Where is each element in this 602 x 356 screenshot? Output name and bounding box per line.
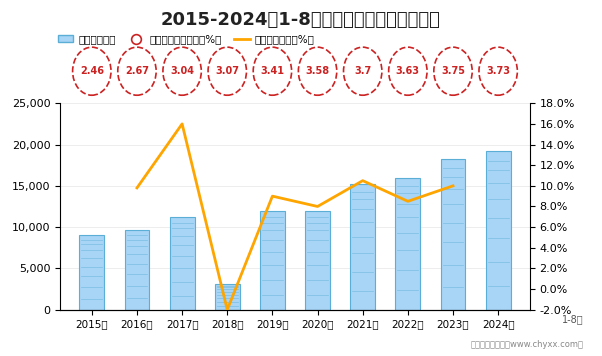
Bar — [215, 284, 240, 310]
Text: 3.41: 3.41 — [261, 66, 284, 76]
Text: 3.04: 3.04 — [170, 66, 194, 76]
Legend: 企业数（个）, 占全国企业数比重（%）, 企业同比增速（%）: 企业数（个）, 占全国企业数比重（%）, 企业同比增速（%） — [54, 30, 319, 48]
Text: 3.07: 3.07 — [216, 66, 239, 76]
Bar — [125, 230, 149, 310]
Bar — [305, 211, 330, 310]
Text: 3.58: 3.58 — [305, 66, 330, 76]
Bar — [396, 178, 420, 310]
Bar — [350, 184, 375, 310]
Bar — [441, 159, 465, 310]
Bar — [79, 235, 104, 310]
Text: 2015-2024年1-8月江西省工业企业数统计图: 2015-2024年1-8月江西省工业企业数统计图 — [161, 11, 441, 29]
Text: 3.75: 3.75 — [441, 66, 465, 76]
Text: 3.73: 3.73 — [486, 66, 510, 76]
Text: 2.46: 2.46 — [80, 66, 104, 76]
Text: 制图：智研咨询（www.chyxx.com）: 制图：智研咨询（www.chyxx.com） — [471, 340, 584, 349]
Bar — [170, 217, 194, 310]
Text: 2.67: 2.67 — [125, 66, 149, 76]
Text: 1-8月: 1-8月 — [562, 314, 584, 324]
Text: 3.63: 3.63 — [396, 66, 420, 76]
Text: 3.7: 3.7 — [354, 66, 371, 76]
Bar — [260, 211, 285, 310]
Bar — [486, 151, 510, 310]
